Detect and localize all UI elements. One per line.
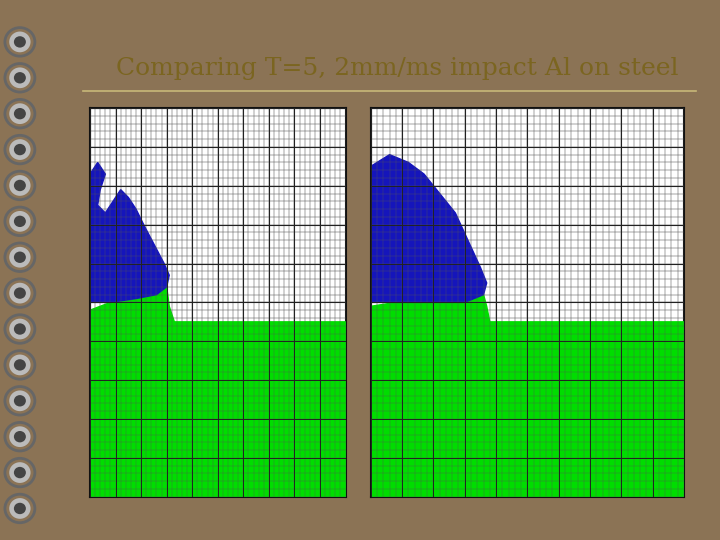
Ellipse shape (14, 323, 26, 335)
Ellipse shape (9, 247, 30, 268)
Ellipse shape (14, 395, 26, 407)
Ellipse shape (9, 355, 30, 375)
Ellipse shape (14, 108, 26, 119)
Ellipse shape (9, 462, 30, 483)
Ellipse shape (14, 144, 26, 156)
Ellipse shape (14, 180, 26, 191)
Ellipse shape (9, 31, 30, 52)
Ellipse shape (9, 175, 30, 196)
Ellipse shape (9, 390, 30, 411)
Ellipse shape (9, 139, 30, 160)
Ellipse shape (14, 503, 26, 514)
Ellipse shape (14, 359, 26, 370)
Ellipse shape (9, 319, 30, 339)
Ellipse shape (14, 467, 26, 478)
Polygon shape (90, 287, 346, 497)
Ellipse shape (14, 215, 26, 227)
Ellipse shape (9, 498, 30, 519)
Ellipse shape (14, 36, 26, 48)
Ellipse shape (14, 431, 26, 442)
Ellipse shape (9, 103, 30, 124)
Text: Comparing T=5, 2mm/ms impact Al on steel: Comparing T=5, 2mm/ms impact Al on steel (117, 57, 679, 80)
Polygon shape (90, 163, 169, 302)
Ellipse shape (14, 72, 26, 84)
Ellipse shape (14, 287, 26, 299)
Ellipse shape (9, 426, 30, 447)
Ellipse shape (9, 68, 30, 88)
Ellipse shape (14, 252, 26, 263)
Polygon shape (371, 154, 487, 302)
Polygon shape (371, 295, 684, 497)
Ellipse shape (9, 283, 30, 303)
Ellipse shape (9, 211, 30, 232)
